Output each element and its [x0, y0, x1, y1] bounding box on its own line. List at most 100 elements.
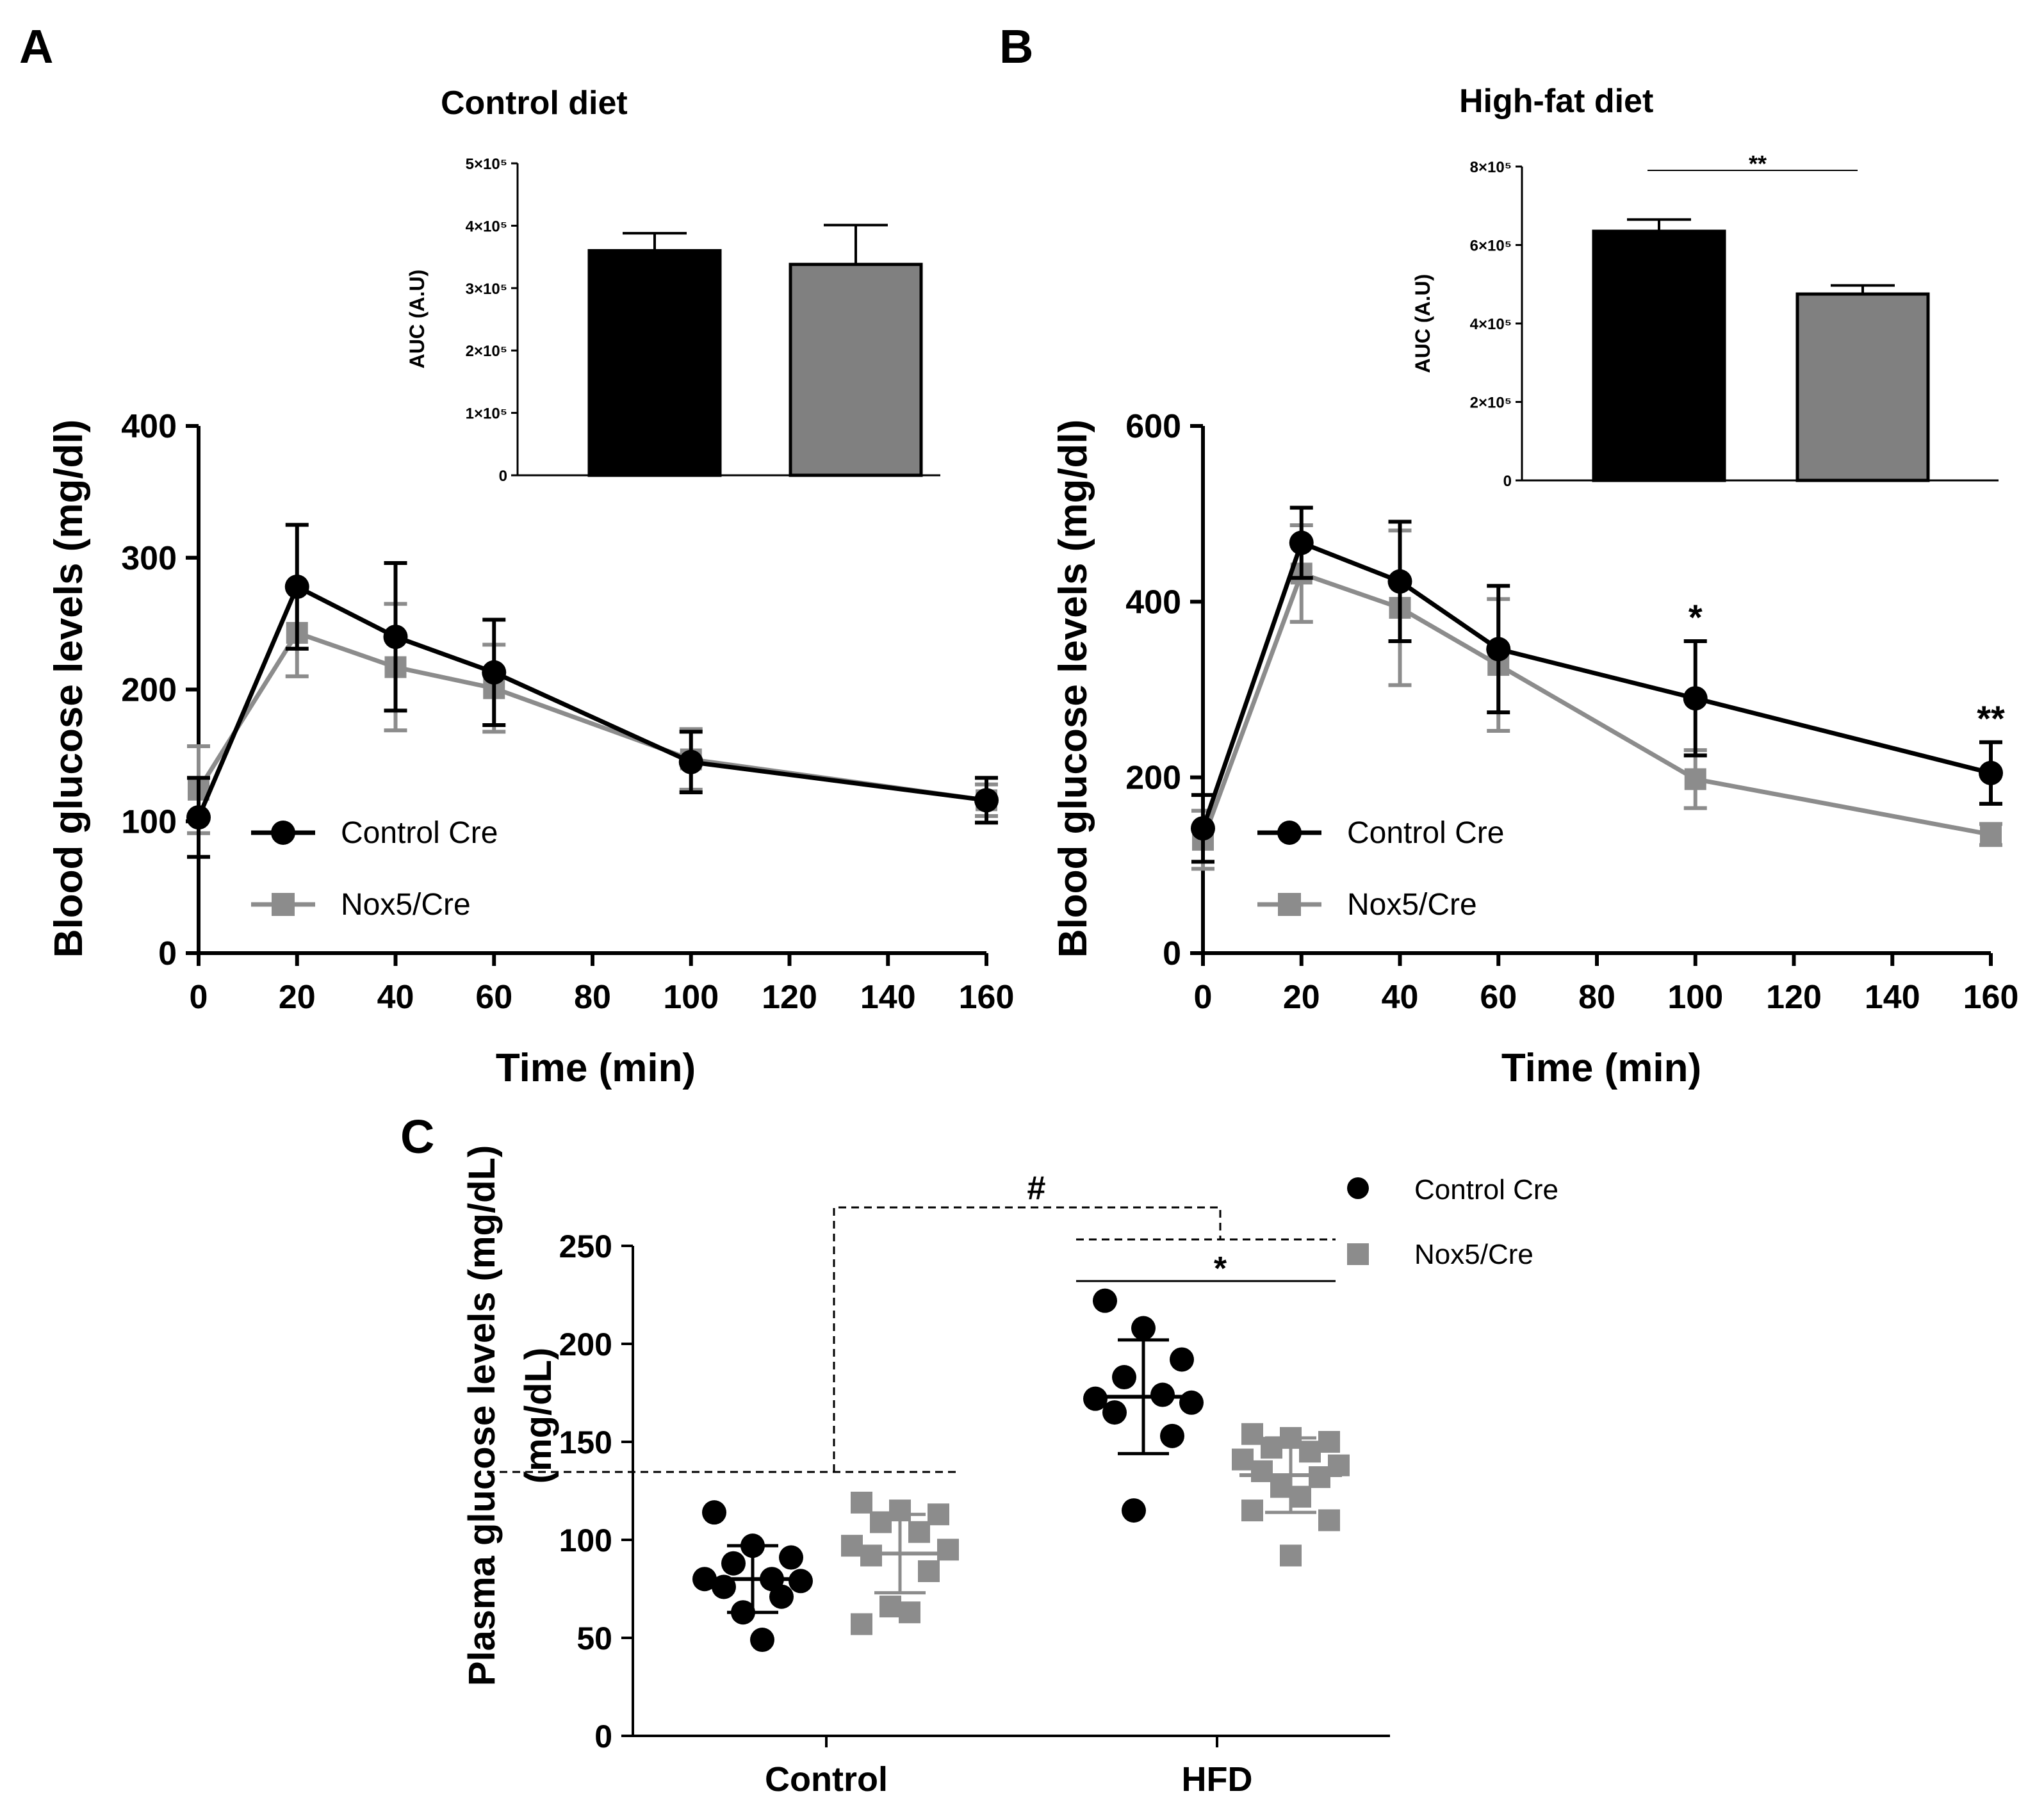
- panel-c-legend: Control Cre Nox5/Cre: [1347, 1174, 1558, 1270]
- panel-b-control-point: [1289, 530, 1314, 555]
- panel-b-x-tick-label: 100: [1667, 979, 1723, 1016]
- panel-c-nox5-point: [1232, 1448, 1254, 1471]
- panel-a-x-tick-label: 40: [377, 979, 414, 1016]
- panel-a-legend-nox5-marker: [272, 893, 295, 916]
- panel-c-control-point: [750, 1628, 774, 1653]
- panel-a-control-point: [482, 660, 507, 685]
- panel-a-inset-y-tick-label: 0: [499, 468, 507, 485]
- panel-b-inset-y-tick-label: 6×10⁵: [1470, 238, 1512, 255]
- panel-c-control-point: [1093, 1288, 1117, 1313]
- panel-c-hash-bracket: [833, 1206, 1222, 1472]
- panel-a-inset-y-tick-label: 1×10⁵: [466, 405, 507, 423]
- panel-b-control-point: [1683, 686, 1708, 711]
- panel-a-inset-y-tick-label: 2×10⁵: [466, 343, 507, 360]
- panel-c-nox5-point: [918, 1560, 940, 1582]
- panel-a-x-tick-label: 20: [279, 979, 316, 1016]
- panel-c-star-label: *: [1214, 1250, 1227, 1287]
- panel-a-y-tick-label: 300: [121, 540, 177, 577]
- panel-a-inset-bar-chart: Control diet AUC (A.U) 0 1×10⁵ 2×10⁵ 3×10⁵ 4…: [405, 85, 940, 485]
- panel-a-control-point: [678, 749, 703, 774]
- panel-c-legend-nox5-marker: [1347, 1243, 1369, 1265]
- panel-a-control-point: [186, 805, 211, 830]
- panel-a-line-chart: 0 100 200 300 400 0 20 40 60 80 100 120 140 160 Time …: [47, 408, 1014, 1090]
- panel-c-y-tick-label: 200: [559, 1327, 612, 1362]
- panel-c-nox5-point: [1318, 1509, 1340, 1532]
- panel-c-y-axis-title: Plasma glucose levels (mg/dL): [461, 1145, 503, 1687]
- panel-c-nox5-point: [1318, 1431, 1340, 1453]
- panel-b-y-tick-label: 200: [1125, 760, 1181, 797]
- panel-b-control-point: [1387, 569, 1412, 594]
- panel-a-legend-control-label: Control Cre: [341, 816, 498, 850]
- panel-b-inset-y-axis-title: AUC (A.U): [1411, 274, 1434, 373]
- panel-c-nox5-point: [1241, 1423, 1263, 1445]
- panel-c-control-point: [1131, 1316, 1156, 1341]
- panel-b-nox5-line: [1200, 571, 1991, 841]
- panel-a-y-tick-label: 200: [121, 672, 177, 709]
- panel-c-control-point: [779, 1545, 803, 1570]
- panel-c-nox5-point: [1241, 1499, 1263, 1522]
- panel-a-y-axis-title: Blood glucose levels (mg/dl): [47, 420, 91, 958]
- panel-c-control-point: [769, 1584, 794, 1609]
- panel-a-inset-title: Control diet: [441, 85, 628, 122]
- panel-b-legend: Control Cre Nox5/Cre: [1257, 816, 1504, 922]
- panel-b-inset-y-tick-label: 0: [1503, 473, 1512, 490]
- panel-b-nox5-point: [1684, 768, 1706, 790]
- panel-c-y-tick-label: 250: [559, 1229, 612, 1264]
- panel-b-x-axis-title: Time (min): [1501, 1046, 1701, 1090]
- panel-c-x-tick-label: HFD: [1182, 1760, 1253, 1799]
- panel-a-x-tick-label: 60: [475, 979, 512, 1016]
- panel-a-inset-y-axis-title: AUC (A.U): [405, 270, 429, 369]
- panel-letter-c: C: [400, 1110, 434, 1163]
- panel-a-inset-control-bar: [587, 249, 722, 477]
- panel-b-inset-bar-chart: High-fat diet AUC (A.U) 0 2×10⁵ 4×10⁵ 6×10⁵…: [1411, 83, 1999, 490]
- panel-b-control-point: [1486, 637, 1511, 662]
- panel-c-nox5-point: [1299, 1441, 1321, 1463]
- panel-a-legend-control-marker: [271, 821, 295, 845]
- panel-c-legend-control-label: Control Cre: [1414, 1174, 1558, 1205]
- panel-b-x-tick-label: 40: [1382, 979, 1419, 1016]
- panel-b-x-tick-label: 20: [1283, 979, 1320, 1016]
- panel-c-hash-label: #: [1027, 1170, 1046, 1207]
- panel-b-legend-nox5-marker: [1278, 893, 1301, 916]
- panel-c-nox5-point: [1289, 1485, 1311, 1508]
- panel-a-y-tick-label: 100: [121, 803, 177, 840]
- panel-a-x-tick-label: 0: [190, 979, 208, 1016]
- panel-c-nox5-point: [937, 1539, 959, 1561]
- panel-c-control-point: [1122, 1498, 1146, 1523]
- panel-c-nox5-point: [1328, 1454, 1350, 1476]
- panel-c-scatter-chart: 0 50 100 150 200 250 Control HFD # * Plasma glu…: [461, 1145, 1558, 1799]
- panel-c-y-tick-label: 0: [594, 1719, 612, 1754]
- panel-c-nox5-point: [851, 1491, 872, 1514]
- panel-b-inset-significance-label: **: [1749, 151, 1767, 177]
- panel-a-x-tick-label: 120: [762, 979, 817, 1016]
- panel-b-y-axis-title: Blood glucose levels (mg/dl): [1051, 420, 1095, 958]
- panel-a-legend: Control Cre Nox5/Cre: [251, 816, 498, 922]
- panel-b-x-tick-label: 120: [1766, 979, 1822, 1016]
- panel-b-x-tick-label: 160: [1963, 979, 2019, 1016]
- panel-c-control-point: [1083, 1386, 1108, 1411]
- panel-b-significance-label: **: [1977, 698, 2005, 739]
- panel-c-x-tick-label: Control: [765, 1760, 888, 1799]
- panel-c-control-point: [1179, 1390, 1204, 1415]
- panel-a-x-tick-label: 80: [574, 979, 611, 1016]
- panel-a-control-point: [383, 625, 408, 650]
- panel-a-x-tick-label: 100: [663, 979, 719, 1016]
- panel-c-nox5-point: [851, 1613, 872, 1635]
- panel-c-control-point: [721, 1551, 746, 1576]
- panel-c-nox5-point: [860, 1544, 882, 1567]
- panel-a-inset-y-tick-label: 3×10⁵: [466, 281, 507, 298]
- panel-a-control-point: [284, 575, 309, 600]
- panel-c-nox5-point: [928, 1503, 949, 1526]
- panel-a-control-line: [196, 584, 987, 819]
- panel-c-nox5-point: [1270, 1476, 1292, 1498]
- panel-b-inset-control-bar: [1592, 229, 1726, 482]
- panel-b-x-tick-label: 0: [1194, 979, 1213, 1016]
- panel-b-y-tick-label: 0: [1163, 935, 1181, 972]
- panel-c-y-tick-label: 150: [559, 1425, 612, 1460]
- panel-b-legend-nox5-label: Nox5/Cre: [1347, 888, 1477, 922]
- panel-b-significance-label: *: [1688, 597, 1703, 637]
- panel-b-legend-control-label: Control Cre: [1347, 816, 1504, 850]
- panel-letter-b: B: [999, 20, 1033, 73]
- panel-b-inset-y-tick-label: 8×10⁵: [1470, 159, 1512, 176]
